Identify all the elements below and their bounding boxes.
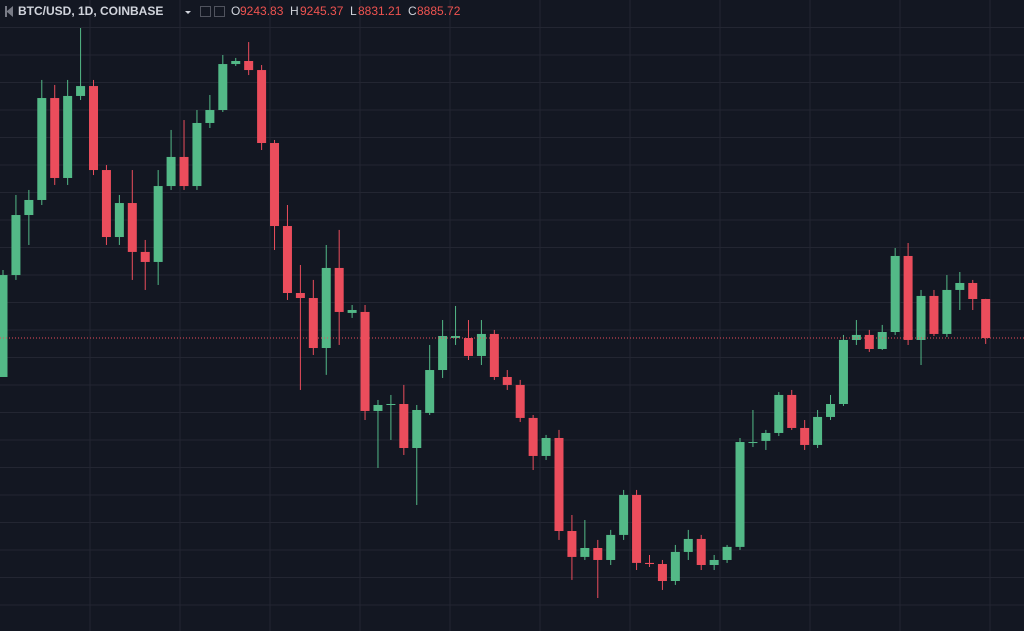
candle-body [101,170,111,238]
candle-body [761,432,771,441]
candle-body [813,416,823,445]
candle-body [463,337,473,356]
candle-body [244,60,254,71]
candle-body [619,494,629,535]
candle-body [386,404,396,406]
candle-body [218,64,228,111]
symbol-title[interactable]: BTC/USD, 1D, COINBASE [18,4,163,18]
candle-body [515,384,525,418]
candle-body [567,531,577,557]
candle-body [347,309,357,313]
candle-body [838,339,848,405]
candle-body [968,282,978,299]
candle-body [270,143,280,227]
candle-body [890,255,900,333]
candle-body [787,394,797,428]
candle-body [295,293,305,299]
candle-body [153,186,163,262]
candle-body [864,334,874,349]
candle-body [114,203,124,238]
ohlc-label: O [231,4,240,18]
open-value: 9243.83 [240,4,284,18]
candle-body [308,298,318,349]
candle-body [24,199,34,216]
candle-body [360,311,370,411]
candle-body [528,417,538,456]
candle-body [451,336,461,338]
candle-body [282,226,292,294]
candle-body [63,95,73,178]
candle-body [37,98,47,200]
candle-body [981,299,991,339]
candle-body [632,494,642,563]
compare-button[interactable] [200,6,211,17]
candle-body [683,538,693,552]
candle-body [929,295,939,334]
candle-body [231,60,241,65]
candle-body [748,442,758,444]
candle-body [800,427,810,445]
candle-body [554,437,564,532]
candle-body [76,86,86,96]
ohlc-label: C [408,4,417,18]
header: BTC/USD, 1D, COINBASE O 9243.83 H 9245.3… [5,4,461,18]
candle-body [127,203,137,252]
candle-body [774,394,784,433]
candle-body [541,437,551,456]
candle-body [179,156,189,187]
candle-body [851,334,861,340]
candle-body [696,538,706,565]
candle-body [606,534,616,560]
candle-body [722,546,732,560]
candle-body [657,564,667,582]
candle-body [735,442,745,547]
candle-body [0,275,8,377]
candle-body [709,559,719,565]
ohlc-label: L [350,4,357,18]
plot [0,27,1024,598]
close-value: 8885.72 [417,4,461,18]
candle-body [489,333,499,377]
candle-body [903,255,913,340]
ohlc-label: H [290,4,299,18]
symbol-icon[interactable] [5,6,13,17]
candle-body [412,409,422,449]
candle-body [955,282,965,290]
candle-body [438,336,448,371]
candle-body [826,404,836,417]
candle-body [877,332,887,349]
candle-body [476,333,486,356]
candle-body [321,267,331,349]
candle-body [205,110,215,123]
candle-body [942,289,952,334]
low-value: 8831.21 [358,4,402,18]
candle-body [89,86,99,171]
candle-body [166,156,176,187]
candle-body [399,404,409,449]
candle-body [593,547,603,560]
candle-body [334,267,344,312]
settings-button[interactable] [214,6,225,17]
candle-body [580,547,590,557]
candle-body [50,98,60,178]
candle-body [502,376,512,385]
candle-body [425,370,435,413]
candle-body [192,122,202,187]
candle-body [670,551,680,582]
candle-body [645,562,654,565]
candle-body [11,215,21,276]
candle-body [257,70,267,144]
high-value: 9245.37 [300,4,344,18]
candle-body [373,404,383,411]
candle-body [140,251,150,262]
candle-body [916,295,926,340]
symbol-caret[interactable] [185,11,191,14]
